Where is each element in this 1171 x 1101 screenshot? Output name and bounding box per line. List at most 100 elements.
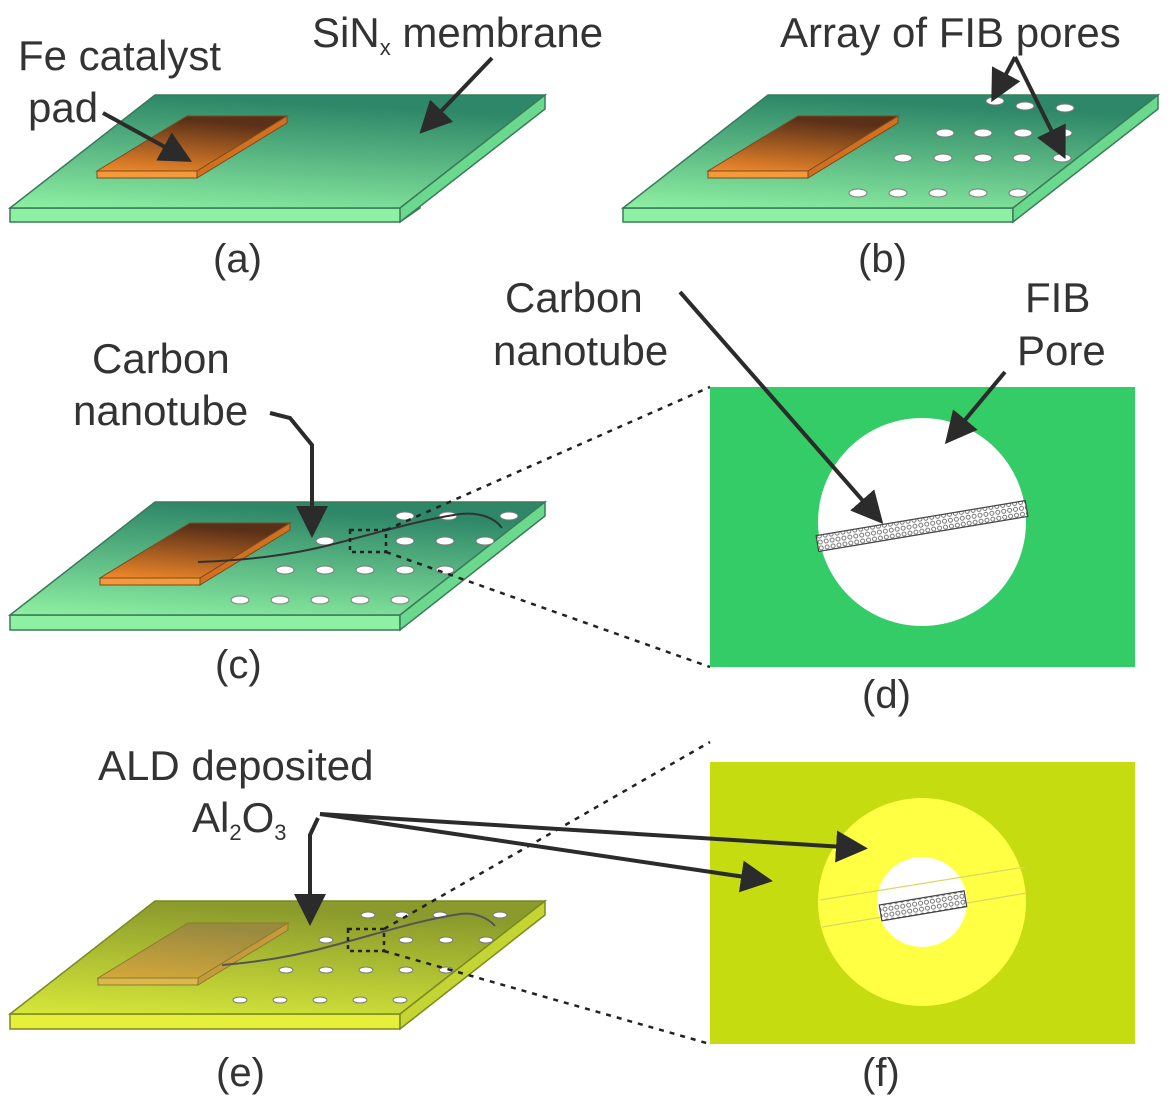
label-membrane-suffix: membrane (391, 9, 603, 56)
fib-pore (1008, 188, 1028, 198)
arrow-pores-2 (1013, 56, 1066, 160)
ald-coated-membrane-edge (399, 899, 546, 1031)
carbon-nanotube (197, 512, 503, 563)
fib-pore (315, 565, 335, 575)
fib-pore (395, 565, 415, 575)
catalyst-pad-side (99, 577, 201, 586)
catalyst-pad-edge (807, 115, 899, 179)
caption-b: (b) (858, 237, 907, 281)
fib-pore (848, 188, 868, 198)
panel-d: Carbon nanotube FIB Pore (d) (493, 274, 1135, 717)
fib-pore (438, 936, 454, 944)
label-catalyst-line1: Fe catalyst (18, 32, 221, 79)
arrow-pore-zoom (944, 370, 1007, 445)
coated-cnt-outline-top (819, 866, 1026, 901)
panel-b: Array of FIB pores (b) (620, 9, 1161, 281)
fib-pore (355, 565, 375, 575)
fib-pore (1012, 153, 1032, 163)
membrane-side (622, 207, 1014, 223)
membrane-right-edge (399, 93, 546, 224)
fib-pore (272, 996, 288, 1004)
carbon-nanotube-zoom (815, 499, 1029, 553)
panel-a: Fe catalyst pad SiNx membrane (a) (7, 9, 603, 281)
fib-pore (1015, 101, 1035, 111)
label-pores: Array of FIB pores (780, 9, 1121, 56)
fib-pore (232, 996, 248, 1004)
zoom-line-bottom (385, 550, 711, 669)
panel-c: Carbon nanotube (c) (7, 335, 711, 687)
zoom-line-bottom (383, 949, 711, 1046)
fib-pore (475, 536, 495, 546)
fib-pore (893, 153, 913, 163)
catalyst-pad-coated-edge (197, 922, 289, 986)
catalyst-pad-edge (199, 522, 291, 586)
caption-c: (c) (215, 643, 262, 687)
fib-pore (360, 911, 376, 919)
label-membrane: SiNx membrane (312, 9, 603, 60)
fib-pore-array (230, 511, 519, 605)
arrow-ald-membrane (294, 817, 326, 926)
fib-pore (478, 936, 494, 944)
fib-pore (395, 536, 415, 546)
fib-pore (312, 996, 328, 1004)
zoom-line-top (383, 740, 711, 931)
fib-pore (499, 511, 519, 521)
label-cnt-line1: Carbon (92, 335, 230, 382)
caption-e: (e) (216, 1051, 265, 1095)
label-ald-sub3: 3 (274, 820, 286, 845)
fib-pore (973, 128, 993, 138)
fib-pore (1055, 103, 1075, 113)
fib-pore (968, 188, 988, 198)
label-cnt-line1: Carbon (505, 274, 643, 321)
label-pore-line2: Pore (1017, 327, 1106, 374)
fib-pore (350, 595, 370, 605)
fib-pore-array (232, 911, 508, 1004)
label-ald-line1: ALD deposited (98, 742, 374, 789)
caption-f: (f) (862, 1051, 900, 1095)
arrow-membrane (419, 56, 494, 134)
catalyst-pad-coated-side (97, 977, 199, 986)
fib-pore-array (848, 96, 1075, 198)
label-ald-al: Al (192, 794, 229, 841)
fib-pore (390, 595, 410, 605)
fib-pore (933, 153, 953, 163)
arrow-catalyst (102, 111, 193, 162)
fib-pore (1052, 153, 1072, 163)
label-pore-line1: FIB (1025, 274, 1090, 321)
carbon-nanotube-coated (221, 912, 496, 966)
fib-pore (275, 565, 295, 575)
catalyst-pad-side (96, 170, 198, 179)
fib-pore (398, 936, 414, 944)
label-membrane-sub: x (380, 35, 391, 60)
fib-pore (310, 595, 330, 605)
fib-pore (278, 966, 294, 974)
zoom-region-box (348, 528, 388, 554)
fib-pore (398, 966, 414, 974)
label-cnt-line2: nanotube (73, 387, 248, 434)
zoom-region-box (346, 927, 386, 953)
panel-f: (f) (319, 762, 1135, 1095)
label-catalyst-line2: pad (28, 84, 98, 131)
label-ald-sub2: 2 (229, 820, 241, 845)
fib-pore (318, 936, 334, 944)
fib-pore (928, 188, 948, 198)
arrow-cnt-zoom (678, 290, 884, 525)
fib-pore (395, 511, 415, 521)
label-cnt-line2: nanotube (493, 327, 668, 374)
fib-pore (888, 188, 908, 198)
label-ald-o: O (242, 794, 275, 841)
fib-pore (358, 966, 374, 974)
fib-pore (435, 536, 455, 546)
label-membrane-prefix: SiN (312, 9, 380, 56)
fib-pore (973, 153, 993, 163)
ald-coated-membrane-side (9, 1013, 401, 1030)
arrow-ald-surface (319, 812, 773, 893)
fib-pore (1013, 128, 1033, 138)
fib-pore (492, 911, 508, 919)
membrane-right-edge (399, 500, 546, 632)
zoom-line-top (385, 385, 711, 532)
caption-a: (a) (213, 237, 262, 281)
caption-d: (d) (862, 673, 911, 717)
arrow-cnt (269, 411, 328, 538)
